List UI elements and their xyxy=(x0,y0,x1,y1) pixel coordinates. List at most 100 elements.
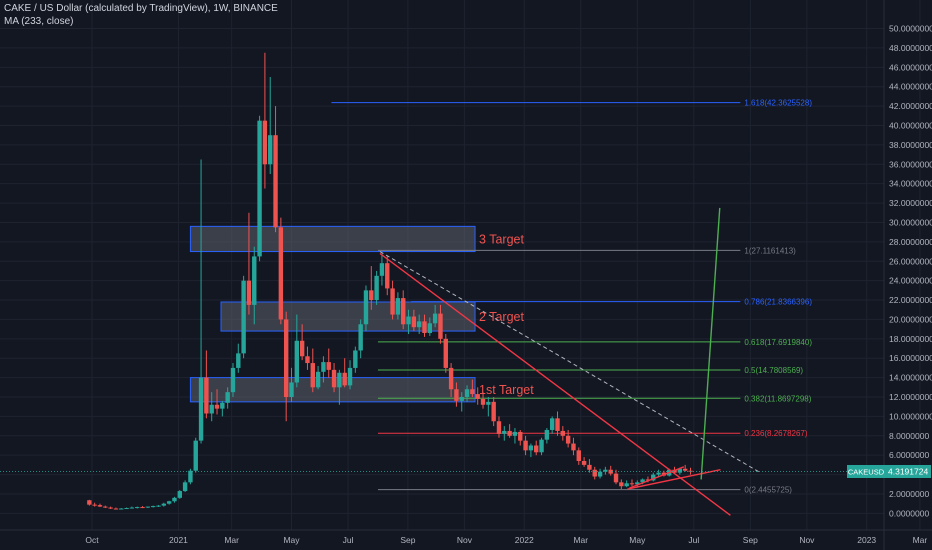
y-tick-label: 0.0000000 xyxy=(889,508,929,518)
candle-body xyxy=(454,389,459,401)
candle-body xyxy=(294,340,300,383)
candle-body xyxy=(560,430,566,436)
candle-body xyxy=(246,280,252,305)
candle-body xyxy=(390,288,395,315)
candle-body xyxy=(241,280,246,354)
y-tick-label: 32.0000000 xyxy=(889,198,932,208)
candle-body xyxy=(523,440,528,451)
candle-body xyxy=(603,469,608,472)
candle-body xyxy=(220,402,225,409)
candle-body xyxy=(321,362,326,372)
candle-body xyxy=(209,404,214,414)
fib-level-label: 0(2.4455725) xyxy=(744,486,792,495)
candle-body xyxy=(571,443,576,451)
candle-body xyxy=(518,431,523,441)
candle-body xyxy=(464,389,470,398)
candle-body xyxy=(507,430,512,436)
target-zone-label: 3 Target xyxy=(479,232,524,246)
y-tick-label: 10.0000000 xyxy=(889,411,932,421)
candle-body xyxy=(204,377,209,414)
y-tick-label: 8.0000000 xyxy=(889,431,929,441)
indicator-legend: MA (233, close) xyxy=(4,16,74,27)
y-tick-label: 36.0000000 xyxy=(889,159,932,169)
candle-body xyxy=(299,340,305,357)
candle-body xyxy=(310,363,315,388)
candle-body xyxy=(470,389,475,395)
candle-body xyxy=(549,418,555,430)
candle-body xyxy=(576,450,581,462)
dashed-trendline xyxy=(379,251,761,474)
candle-body xyxy=(597,471,603,477)
fibonacci-levels: 1.618(42.3625528) 1(27.1161413) 0.786(21.8… xyxy=(331,99,812,495)
trendline xyxy=(629,466,685,489)
y-tick-label: 16.0000000 xyxy=(889,353,932,363)
y-tick-label: 20.0000000 xyxy=(889,314,932,324)
candle-body xyxy=(544,429,550,440)
candle-body xyxy=(459,397,464,401)
y-tick-label: 24.0000000 xyxy=(889,276,932,286)
target-zone xyxy=(220,301,476,332)
candle-body xyxy=(268,135,273,165)
candle-body xyxy=(161,503,167,506)
x-tick-label: Nov xyxy=(799,535,815,545)
candle-body xyxy=(592,469,597,477)
candle-body xyxy=(252,256,257,305)
candle-body xyxy=(395,298,401,315)
candle-body xyxy=(214,404,220,409)
y-tick-label: 38.0000000 xyxy=(889,140,932,150)
candle-body xyxy=(172,497,177,502)
candle-body xyxy=(379,263,385,276)
candle-body xyxy=(656,472,661,475)
candle-body xyxy=(651,474,656,481)
candle-body xyxy=(289,382,294,398)
candle-body xyxy=(156,505,161,507)
y-tick-label: 34.0000000 xyxy=(889,179,932,189)
y-tick-label: 44.0000000 xyxy=(889,82,932,92)
x-tick-label: Mar xyxy=(913,535,928,545)
price-axis[interactable]: 0.00000002.00000004.00000006.00000008.00… xyxy=(883,0,932,550)
candle-body xyxy=(406,316,411,325)
candle-body xyxy=(480,398,486,405)
candle-body xyxy=(411,316,417,328)
trendline xyxy=(627,469,721,490)
candle-body xyxy=(534,445,539,453)
x-tick-label: 2023 xyxy=(857,535,876,545)
candle-body xyxy=(97,505,103,507)
candle-body xyxy=(555,418,560,431)
x-tick-label: Sep xyxy=(743,535,758,545)
trendlines xyxy=(379,207,761,516)
fib-level-label: 0.236(8.2678267) xyxy=(744,429,808,438)
fib-level-label: 0.786(21.8366396) xyxy=(744,298,812,307)
candle-body xyxy=(129,507,135,509)
fib-level-label: 0.5(14.7808569) xyxy=(744,366,803,375)
y-tick-label: 46.0000000 xyxy=(889,62,932,72)
candle-body xyxy=(140,507,145,509)
x-tick-label: 2021 xyxy=(169,535,188,545)
grid-lines xyxy=(0,0,921,530)
y-tick-label: 50.0000000 xyxy=(889,24,932,34)
x-tick-label: Oct xyxy=(85,535,99,545)
candle-body xyxy=(326,362,331,370)
x-tick-label: Jul xyxy=(343,535,354,545)
candle-body xyxy=(619,482,624,487)
current-price-label: CAKEUSD 4.3191724 xyxy=(0,464,931,478)
candle-body xyxy=(624,483,629,487)
candle-body xyxy=(635,482,640,485)
x-tick-label: May xyxy=(629,535,646,545)
candle-body xyxy=(92,504,97,506)
time-axis[interactable]: Oct 2021 Mar May Jul Sep Nov 2022 Mar May Jul Sep No… xyxy=(0,529,932,545)
candle-body xyxy=(198,377,204,441)
candle-body xyxy=(347,367,353,386)
symbol-tag-bg xyxy=(847,464,885,478)
candle-body xyxy=(539,439,544,453)
candle-body xyxy=(475,394,480,399)
candle-body xyxy=(193,440,198,471)
candle-body xyxy=(257,120,262,257)
candle-body xyxy=(135,507,140,509)
candle-body xyxy=(363,290,369,325)
candle-body xyxy=(677,468,683,473)
fib-level-label: 0.382(11.8697298) xyxy=(744,394,811,403)
candle-body xyxy=(385,263,390,289)
